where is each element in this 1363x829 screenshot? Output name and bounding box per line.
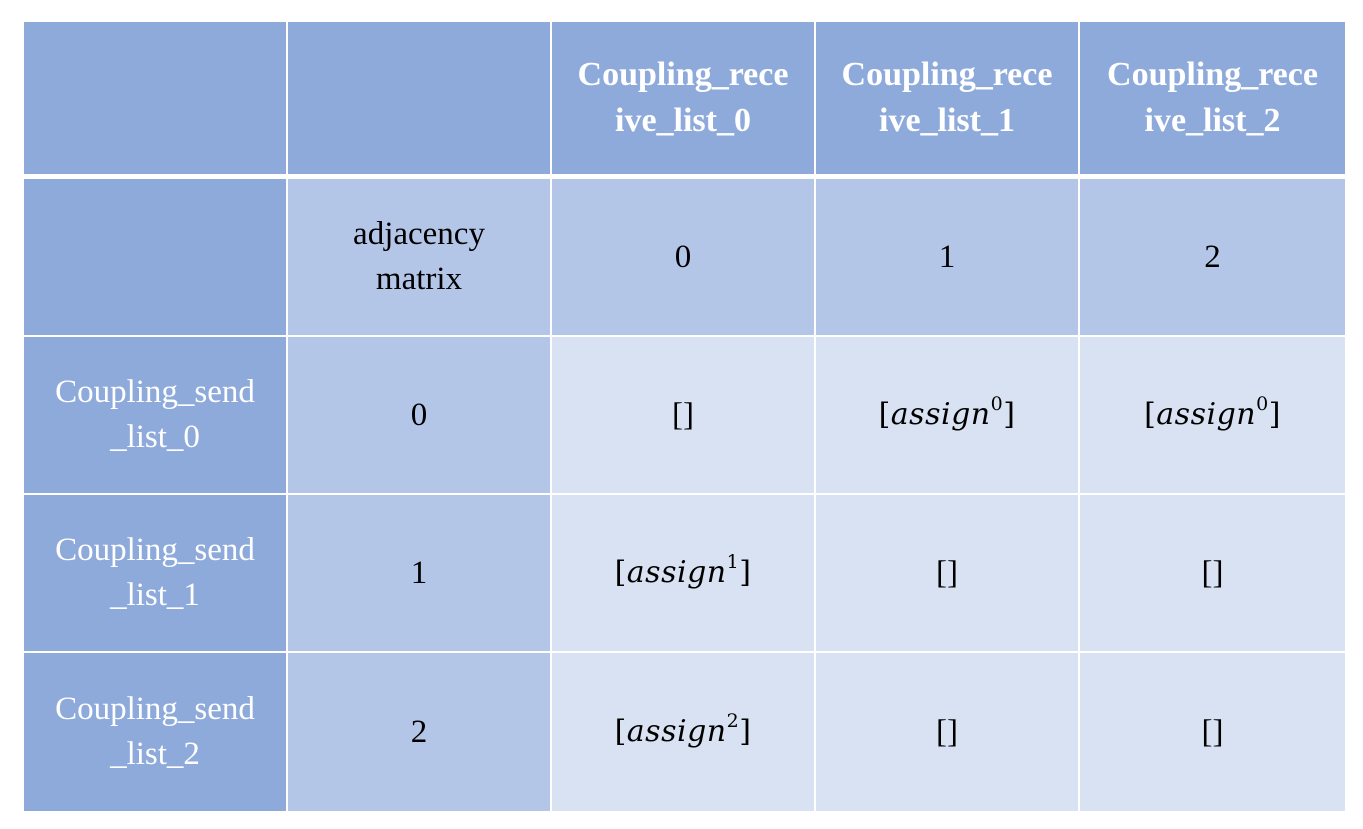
matrix-cell: [assign1] (552, 495, 816, 653)
row-index-cell: 2 (288, 653, 552, 811)
row-header-label-line2: _list_2 (110, 736, 200, 772)
column-index-cell: 1 (816, 179, 1080, 337)
corner-header-cell (24, 22, 288, 179)
index-row-label-cell (24, 179, 288, 337)
row-header-label-line2: _list_0 (110, 419, 200, 455)
row-header-label-line1: Coupling_send (55, 374, 255, 411)
assign-expression: [assign0] (1144, 392, 1281, 432)
column-index-label: 0 (674, 238, 692, 275)
adjacency-table: Coupling_rece ive_list_0 Coupling_rece i… (24, 22, 1345, 811)
assign-superscript: 2 (726, 709, 740, 732)
column-header-label-line2: ive_list_1 (879, 102, 1015, 139)
matrix-cell: [assign0] (1080, 337, 1345, 495)
row-header-label-line1: Coupling_send (55, 532, 255, 569)
row-index-cell: 0 (288, 337, 552, 495)
column-header-label-line1: Coupling_rece (1107, 56, 1318, 94)
matrix-cell: [] (1080, 653, 1345, 811)
matrix-cell: [assign0] (816, 337, 1080, 495)
empty-list-value: [] (1201, 554, 1224, 591)
assign-superscript: 0 (990, 392, 1004, 415)
column-index-cell: 2 (1080, 179, 1345, 337)
assign-expression: [assign2] (614, 709, 752, 749)
row-header-send-2: Coupling_send _list_2 (24, 653, 288, 811)
column-index-label: 2 (1204, 238, 1221, 275)
column-header-label-line1: Coupling_rece (841, 56, 1053, 94)
column-index-label: 1 (938, 238, 956, 275)
matrix-cell: [] (816, 495, 1080, 653)
matrix-cell: [assign2] (552, 653, 816, 811)
column-header-label-line2: ive_list_0 (615, 102, 751, 139)
adjacency-matrix-label-line1: adjacency (353, 216, 485, 253)
assign-superscript: 0 (1256, 392, 1269, 415)
assign-variable: assign (626, 554, 727, 590)
column-header-label-line2: ive_list_2 (1144, 102, 1281, 139)
matrix-cell: [] (1080, 495, 1345, 653)
row-header-label-line2: _list_1 (110, 577, 200, 613)
row-index-label: 2 (410, 713, 428, 750)
assign-variable: assign (626, 713, 727, 749)
row-header-label-line1: Coupling_send (55, 691, 255, 728)
row-index-cell: 1 (288, 495, 552, 653)
empty-list-value: [] (936, 554, 958, 591)
empty-list-value: [] (672, 396, 694, 433)
empty-list-value: [] (1201, 713, 1224, 750)
blank-header-cell (288, 22, 552, 179)
column-index-cell: 0 (552, 179, 816, 337)
row-header-send-0: Coupling_send _list_0 (24, 337, 288, 495)
row-index-label: 0 (410, 396, 428, 433)
adjacency-matrix-label-line2: matrix (375, 261, 463, 297)
column-header-label-line1: Coupling_rece (577, 56, 789, 94)
adjacency-matrix-label-cell: adjacency matrix (288, 179, 552, 337)
column-header-receive-1: Coupling_rece ive_list_1 (816, 22, 1080, 179)
row-index-label: 1 (410, 554, 428, 591)
assign-expression: [assign0] (878, 392, 1016, 432)
row-header-send-1: Coupling_send _list_1 (24, 495, 288, 653)
assign-expression: [assign1] (614, 550, 752, 590)
matrix-cell: [] (552, 337, 816, 495)
empty-list-value: [] (936, 713, 958, 750)
column-header-receive-2: Coupling_rece ive_list_2 (1080, 22, 1345, 179)
assign-variable: assign (1156, 396, 1257, 432)
matrix-cell: [] (816, 653, 1080, 811)
assign-superscript: 1 (726, 550, 740, 573)
assign-variable: assign (890, 396, 991, 432)
column-header-receive-0: Coupling_rece ive_list_0 (552, 22, 816, 179)
